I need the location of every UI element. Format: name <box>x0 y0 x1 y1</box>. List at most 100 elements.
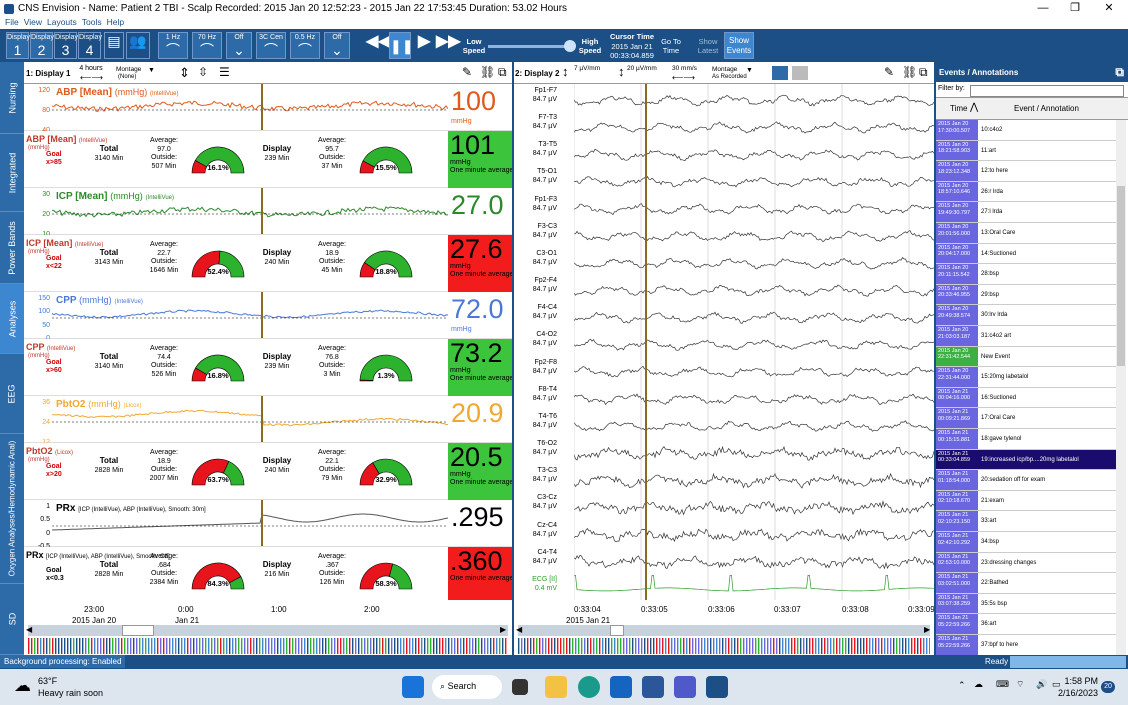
onedrive-icon[interactable]: ☁ <box>974 679 983 689</box>
duration-dropdown[interactable]: 4 hours <box>79 65 103 72</box>
event-marker[interactable] <box>433 638 435 654</box>
event-marker[interactable] <box>187 638 189 654</box>
event-marker[interactable] <box>505 638 507 654</box>
event-marker[interactable] <box>887 638 889 654</box>
scroll-left-icon[interactable]: ◀ <box>26 625 33 634</box>
event-marker[interactable] <box>79 638 81 654</box>
event-marker[interactable] <box>163 638 165 654</box>
event-marker[interactable] <box>445 638 447 654</box>
event-marker[interactable] <box>112 638 114 654</box>
events-scroll-thumb[interactable] <box>1117 186 1125 366</box>
lowpass-filter-button[interactable]: 1 Hz ⌒ <box>158 32 188 59</box>
volume-icon[interactable]: 🔊 <box>1036 679 1048 689</box>
event-marker[interactable] <box>151 638 153 654</box>
event-marker[interactable] <box>866 638 868 654</box>
event-marker[interactable] <box>896 638 898 654</box>
event-marker[interactable] <box>46 638 48 654</box>
event-marker[interactable] <box>430 638 432 654</box>
event-marker[interactable] <box>259 638 261 654</box>
tray-chevron-icon[interactable]: ⌃ <box>958 680 966 690</box>
event-marker[interactable] <box>698 638 700 654</box>
display-3-button[interactable]: Display 3 <box>54 32 78 59</box>
ref-filter-button[interactable]: 3C Cen ⌒ <box>256 32 286 59</box>
event-marker[interactable] <box>166 638 168 654</box>
event-marker[interactable] <box>602 638 604 654</box>
montage2-value[interactable]: As Recorded <box>712 74 747 80</box>
event-marker[interactable] <box>860 638 862 654</box>
event-marker[interactable] <box>490 638 492 654</box>
menu-file[interactable]: File <box>5 17 19 27</box>
event-marker[interactable] <box>478 638 480 654</box>
event-marker[interactable] <box>833 638 835 654</box>
event-marker[interactable] <box>328 638 330 654</box>
event-marker[interactable] <box>412 638 414 654</box>
highpass-filter-button[interactable]: 70 Hz ⌒ <box>192 32 222 59</box>
event-marker[interactable] <box>620 638 622 654</box>
event-marker[interactable] <box>406 638 408 654</box>
event-marker[interactable] <box>917 638 919 654</box>
close-button[interactable]: ✕ <box>1104 2 1114 14</box>
event-marker[interactable] <box>268 638 270 654</box>
event-marker[interactable] <box>202 638 204 654</box>
eeg-channel-label[interactable]: Fp1-F7 84.7 µV <box>515 86 557 104</box>
event-row[interactable]: 2015 Jan 20 20:49:38.574 30:lrv lrda <box>936 305 1116 326</box>
event-marker[interactable] <box>533 638 535 654</box>
event-marker[interactable] <box>94 638 96 654</box>
event-marker[interactable] <box>370 638 372 654</box>
filter-input[interactable] <box>970 85 1124 97</box>
show-events-button[interactable]: Show Events <box>724 32 754 59</box>
popout2-icon[interactable]: ⧉ <box>919 65 928 79</box>
event-marker[interactable] <box>469 638 471 654</box>
event-marker[interactable] <box>172 638 174 654</box>
event-marker[interactable] <box>118 638 120 654</box>
event-marker[interactable] <box>911 638 913 654</box>
event-marker[interactable] <box>31 638 33 654</box>
event-marker[interactable] <box>349 638 351 654</box>
col-event[interactable]: Event / Annotation <box>1014 104 1079 113</box>
event-marker[interactable] <box>884 638 886 654</box>
event-marker[interactable] <box>88 638 90 654</box>
event-marker[interactable] <box>647 638 649 654</box>
event-marker[interactable] <box>794 638 796 654</box>
edit2-icon[interactable]: ✎ <box>884 65 895 79</box>
fit-icon[interactable]: ⇳ <box>198 65 209 79</box>
event-marker[interactable] <box>677 638 679 654</box>
event-marker[interactable] <box>334 638 336 654</box>
edge-icon[interactable] <box>578 676 600 698</box>
outlook-icon[interactable] <box>610 676 632 698</box>
tab-power-bands[interactable]: Power Bands <box>0 212 24 284</box>
eeg-channel-label[interactable]: Fp2-F4 84.7 µV <box>515 276 557 294</box>
event-marker[interactable] <box>424 638 426 654</box>
event-marker[interactable] <box>463 638 465 654</box>
event-marker[interactable] <box>82 638 84 654</box>
event-marker[interactable] <box>731 638 733 654</box>
notification-badge[interactable]: 20 <box>1101 681 1115 693</box>
montage-dropdown-icon[interactable]: ▼ <box>148 67 155 74</box>
task-view-icon[interactable] <box>512 679 528 695</box>
pause-icon[interactable]: ❚❚ <box>389 32 413 59</box>
event-marker[interactable] <box>346 638 348 654</box>
event-marker[interactable] <box>499 638 501 654</box>
speed-dropdown[interactable]: 30 mm/s <box>672 65 697 72</box>
events-scrollbar[interactable] <box>1116 120 1126 655</box>
event-marker[interactable] <box>893 638 895 654</box>
event-marker[interactable] <box>875 638 877 654</box>
tab-nursing[interactable]: Nursing <box>0 62 24 134</box>
event-marker[interactable] <box>542 638 544 654</box>
event-row[interactable]: 2015 Jan 21 00:33:04.859 19:increased icp/… <box>936 449 1116 471</box>
event-marker[interactable] <box>740 638 742 654</box>
event-marker[interactable] <box>307 638 309 654</box>
eeg-channel-label[interactable]: Fp1-F3 84.7 µV <box>515 195 557 213</box>
scale-icon[interactable]: ⇕ <box>179 65 190 80</box>
event-marker[interactable] <box>764 638 766 654</box>
event-marker[interactable] <box>908 638 910 654</box>
event-marker[interactable] <box>548 638 550 654</box>
event-marker[interactable] <box>785 638 787 654</box>
event-marker[interactable] <box>626 638 628 654</box>
event-row[interactable]: 2015 Jan 20 22:31:44.000 15:20mg labetalol <box>936 367 1116 388</box>
event-marker[interactable] <box>400 638 402 654</box>
event-marker[interactable] <box>475 638 477 654</box>
event-marker[interactable] <box>722 638 724 654</box>
event-marker[interactable] <box>641 638 643 654</box>
event-marker[interactable] <box>590 638 592 654</box>
